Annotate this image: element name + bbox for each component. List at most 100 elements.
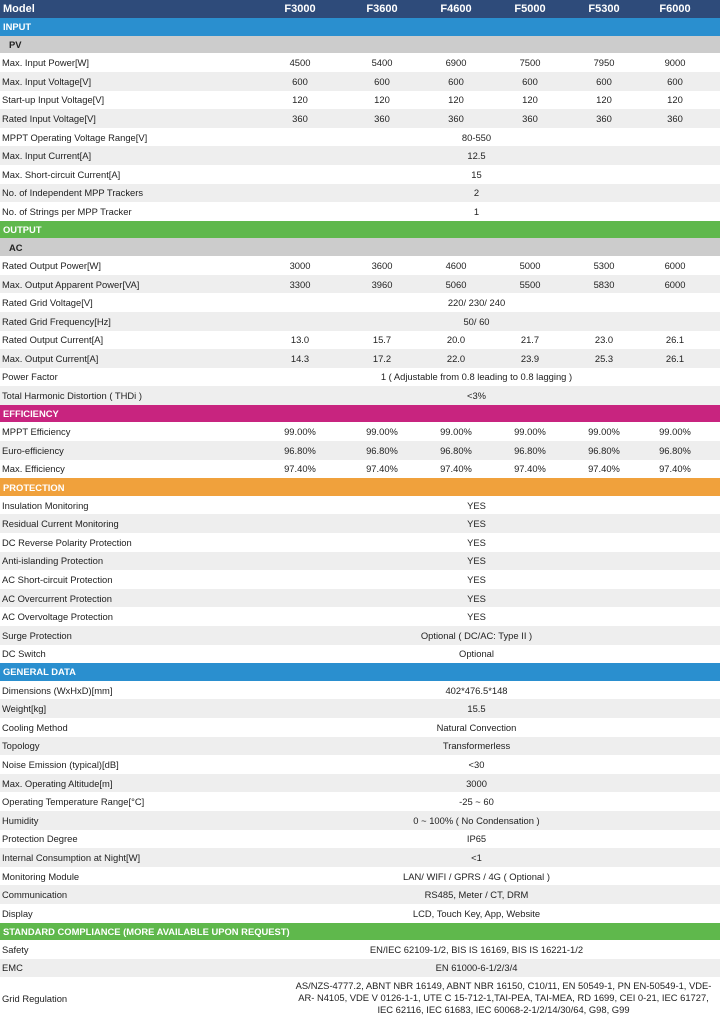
spec-value-all-models: 3000 [466, 777, 487, 789]
spec-value-all-models: 15.5 [467, 703, 486, 715]
spec-label: Weight[kg] [2, 703, 47, 715]
spec-value-f6000: 99.00% [659, 426, 691, 438]
spec-row-communication: Communication RS485, Meter / CT, DRM [0, 885, 720, 904]
spec-row-emc: EMC EN 61000-6-1/2/3/4 [0, 958, 720, 978]
spec-label: Cooling Method [2, 721, 68, 733]
spec-values: 15.5 [255, 699, 720, 718]
spec-label: Max. Input Power[W] [2, 57, 90, 69]
spec-label: Rated Output Current[A] [2, 334, 104, 346]
spec-value-all-models: EN/IEC 62109-1/2, BIS IS 16169, BIS IS 1… [369, 943, 584, 955]
spec-row-no-of-independent-mpp-trackers: No. of Independent MPP Trackers 2 [0, 183, 720, 203]
spec-values: 600 600 600 600 600 600 [255, 72, 720, 91]
spec-values: EN/IEC 62109-1/2, BIS IS 16169, BIS IS 1… [255, 940, 720, 959]
spec-value-f3600: 3600 [371, 259, 393, 271]
spec-row-surge-protection: Surge Protection Optional ( DC/AC: Type I… [0, 626, 720, 645]
spec-value-f6000: 26.1 [665, 352, 685, 364]
spec-label: Max. Output Current[A] [2, 352, 99, 364]
spec-value-f5300: 360 [596, 112, 612, 124]
spec-label: Max. Efficiency [2, 463, 65, 475]
spec-label: AC Overvoltage Protection [2, 611, 113, 623]
spec-label: Operating Temperature Range[°C] [2, 796, 145, 808]
spec-value-f5300: 99.00% [588, 426, 620, 438]
spec-label: Power Factor [2, 371, 58, 383]
spec-value-all-models: RS485, Meter / CT, DRM [424, 889, 529, 901]
spec-values: 14.3 17.2 22.0 23.9 25.3 26.1 [255, 349, 720, 368]
spec-value-f3000: 14.3 [290, 352, 310, 364]
spec-label: Max. Input Current[A] [2, 150, 92, 162]
spec-label: Communication [2, 889, 68, 901]
spec-value-f3000: 3000 [289, 259, 311, 271]
spec-label: Rated Input Voltage[V] [2, 112, 96, 124]
model-name-f4600: F4600 [440, 3, 472, 15]
spec-row-max-efficiency: Max. Efficiency 97.40% 97.40% 97.40% 97.40% 9… [0, 459, 720, 479]
spec-value-all-models: 80-550 [461, 131, 492, 143]
spec-value-f5000: 21.7 [520, 334, 540, 346]
spec-row-operating-temperature-range-c: Operating Temperature Range[°C] -25 ~ 60 [0, 792, 720, 811]
spec-values: 99.00% 99.00% 99.00% 99.00% 99.00% 99.00% [255, 422, 720, 441]
spec-row-humidity: Humidity 0 ~ 100% ( No Condensation ) [0, 810, 720, 830]
spec-label: Max. Input Voltage[V] [2, 75, 92, 87]
spec-label: MPPT Efficiency [2, 426, 71, 438]
spec-value-f3600: 97.40% [366, 463, 398, 475]
spec-value-f5300: 5830 [593, 278, 615, 290]
spec-row-mppt-operating-voltage-range-v: MPPT Operating Voltage Range[V] 80-550 [0, 127, 720, 147]
spec-value-f3000: 120 [292, 94, 308, 106]
spec-label: Grid Regulation [2, 992, 68, 1004]
spec-row-max-output-apparent-power-va: Max. Output Apparent Power[VA] 3300 3960 50… [0, 274, 720, 294]
spec-values: Natural Convection [255, 718, 720, 737]
spec-value-f5000: 97.40% [514, 463, 546, 475]
spec-row-start-up-input-voltage-v: Start-up Input Voltage[V] 120 120 120 120 120… [0, 90, 720, 110]
spec-label: MPPT Operating Voltage Range[V] [2, 131, 148, 143]
spec-value-f5000: 5500 [519, 278, 541, 290]
section-title: EFFICIENCY [3, 408, 59, 420]
spec-value-f3600: 99.00% [366, 426, 398, 438]
section-general-data: GENERAL DATA [0, 663, 720, 681]
section-title: GENERAL DATA [3, 666, 76, 678]
spec-label: Protection Degree [2, 833, 78, 845]
spec-row-residual-current-monitoring: Residual Current Monitoring YES [0, 514, 720, 534]
section-title: OUTPUT [3, 224, 42, 236]
spec-values: YES [255, 496, 720, 515]
spec-values: 2 [255, 184, 720, 203]
spec-values: 1 [255, 202, 720, 221]
spec-value-f3600: 5400 [371, 57, 393, 69]
spec-values: 120 120 120 120 120 120 [255, 91, 720, 110]
spec-value-f4600: 4600 [445, 259, 467, 271]
spec-row-safety: Safety EN/IEC 62109-1/2, BIS IS 16169, BI… [0, 940, 720, 959]
spec-row-grid-regulation: Grid Regulation AS/NZS-4777.2, ABNT NBR 1… [0, 977, 720, 1020]
spec-row-max-short-circuit-current-a: Max. Short-circuit Current[A] 15 [0, 164, 720, 184]
spec-value-all-models: -25 ~ 60 [459, 796, 494, 808]
spec-value-f3600: 15.7 [372, 334, 392, 346]
spec-label: Residual Current Monitoring [2, 518, 119, 530]
spec-label: Rated Grid Frequency[Hz] [2, 315, 111, 327]
spec-label: Total Harmonic Distortion ( THDi ) [2, 390, 142, 402]
spec-label: AC Short-circuit Protection [2, 574, 113, 586]
spec-value-f5300: 600 [596, 75, 612, 87]
spec-row-noise-emission-typical-db: Noise Emission (typical)[dB] <30 [0, 755, 720, 774]
spec-label: Monitoring Module [2, 870, 80, 882]
spec-value-f4600: 360 [448, 112, 464, 124]
spec-value-all-models: <30 [468, 758, 485, 770]
spec-value-f3000: 99.00% [284, 426, 316, 438]
spec-label: Rated Output Power[W] [2, 259, 102, 271]
model-name-f3000: F3000 [284, 3, 316, 15]
spec-value-f6000: 96.80% [659, 444, 691, 456]
spec-label: Topology [2, 740, 40, 752]
spec-values: <30 [255, 755, 720, 774]
spec-value-all-models: 12.5 [467, 150, 486, 162]
spec-row-insulation-monitoring: Insulation Monitoring YES [0, 495, 720, 515]
spec-row-rated-input-voltage-v: Rated Input Voltage[V] 360 360 360 360 360 360 [0, 109, 720, 128]
spec-values: 3000 3600 4600 5000 5300 6000 [255, 256, 720, 275]
spec-row-no-of-strings-per-mpp-tracker: No. of Strings per MPP Tracker 1 [0, 202, 720, 221]
spec-values: 1 ( Adjustable from 0.8 leading to 0.8 l… [255, 368, 720, 387]
spec-value-f5000: 7500 [519, 57, 541, 69]
spec-row-max-output-current-a: Max. Output Current[A] 14.3 17.2 22.0 23.9 25… [0, 349, 720, 368]
spec-row-display: Display LCD, Touch Key, App, Website [0, 903, 720, 923]
spec-row-max-input-current-a: Max. Input Current[A] 12.5 [0, 146, 720, 165]
spec-value-f5300: 7950 [593, 57, 615, 69]
spec-label: Euro-efficiency [2, 444, 64, 456]
spec-value-f3600: 17.2 [372, 352, 392, 364]
spec-row-dc-reverse-polarity-protection: DC Reverse Polarity Protection YES [0, 533, 720, 552]
spec-value-all-models: YES [467, 499, 486, 511]
spec-values: YES [255, 607, 720, 626]
